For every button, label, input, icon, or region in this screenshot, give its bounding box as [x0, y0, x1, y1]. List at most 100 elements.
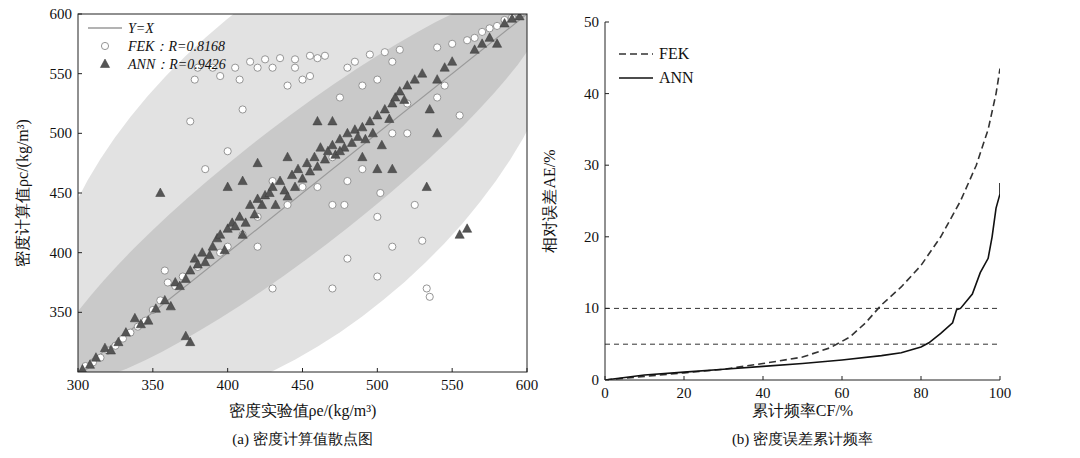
x-tick-label: 40 — [756, 385, 771, 401]
scatter-point — [144, 316, 153, 325]
scatter-point — [193, 260, 202, 269]
scatter-point — [293, 164, 302, 173]
scatter-point — [291, 64, 298, 71]
scatter-point — [440, 63, 449, 71]
scatter-point — [160, 295, 169, 304]
y-tick — [78, 193, 82, 194]
scatter-point — [485, 33, 494, 42]
x-tick-label: 60 — [835, 385, 850, 401]
panel-1: 02040608010001020304050累计频率CF/%相对误差AE/%(… — [541, 14, 1011, 448]
y-tick-label: 20 — [584, 229, 599, 245]
scatter-point — [166, 301, 175, 310]
y-axis-label: 相对误差AE/% — [541, 149, 558, 252]
y-tick — [78, 73, 82, 74]
scatter-point — [198, 248, 207, 256]
y-tick — [605, 22, 609, 23]
reference-line — [605, 308, 1000, 309]
y-tick-label: 550 — [50, 66, 73, 82]
scatter-point — [479, 28, 486, 35]
x-tick-label: 500 — [366, 377, 389, 393]
scatter-point — [344, 64, 351, 71]
scatter-point — [441, 82, 448, 89]
panel-title: (b) 密度误差累计频率 — [732, 431, 873, 448]
legend-label: FEK — [659, 45, 690, 62]
legend-swatch — [101, 42, 108, 49]
scatter-point — [423, 285, 430, 292]
y-tick — [78, 14, 82, 15]
scatter-point — [232, 64, 239, 71]
x-axis-label: 累计频率CF/% — [752, 402, 853, 419]
scatter-point — [358, 122, 367, 131]
scatter-point — [254, 64, 261, 71]
scatter-point — [507, 14, 516, 22]
x-tick — [227, 368, 228, 372]
scatter-point — [389, 243, 396, 250]
scatter-point — [425, 104, 434, 113]
scatter-point — [419, 237, 426, 244]
scatter-point — [395, 87, 404, 96]
scatter-point — [374, 76, 381, 83]
scatter-point — [434, 44, 441, 51]
scatter-point — [239, 106, 246, 113]
scatter-point — [449, 40, 456, 47]
y-tick-label: 40 — [584, 86, 599, 102]
scatter-point — [208, 242, 217, 251]
plot-frame — [78, 14, 527, 372]
scatter-point — [238, 176, 247, 185]
y-tick-label: 30 — [584, 157, 599, 173]
legend-label: FEK：R=0.8168 — [127, 39, 225, 54]
scatter-point — [344, 177, 351, 184]
y-tick-label: 450 — [50, 185, 73, 201]
scatter-point — [241, 218, 250, 227]
scatter-point — [455, 230, 464, 239]
scatter-point — [223, 182, 232, 191]
scatter-point — [302, 158, 311, 167]
y-tick — [78, 252, 82, 253]
scatter-point — [396, 46, 403, 53]
scatter-point — [380, 104, 389, 113]
scatter-point — [471, 34, 478, 41]
scatter-point — [257, 200, 266, 209]
x-tick — [377, 368, 378, 372]
x-tick-label: 600 — [516, 377, 539, 393]
x-tick — [302, 368, 303, 372]
x-tick — [605, 376, 606, 380]
y-axis-label: 密度计算值ρc/(kg/m³) — [14, 119, 32, 267]
x-tick-label: 450 — [291, 377, 314, 393]
scatter-point — [448, 57, 457, 65]
scatter-point — [329, 201, 336, 208]
scatter-point — [434, 94, 441, 101]
scatter-point — [161, 267, 168, 274]
panel-0: 300350400450500550600350400450500550600密… — [14, 0, 562, 448]
x-axis-line — [605, 380, 1000, 381]
scatter-point — [366, 51, 373, 58]
scatter-point — [220, 245, 229, 254]
scatter-point — [389, 58, 396, 65]
scatter-point — [400, 95, 409, 104]
scatter-point — [404, 130, 411, 137]
y-tick-label: 400 — [50, 245, 73, 261]
x-tick-label: 350 — [142, 377, 165, 393]
scatter-point — [290, 182, 299, 191]
scatter-point — [224, 148, 231, 155]
x-tick-label: 100 — [989, 385, 1012, 401]
scatter-point — [246, 200, 255, 209]
scatter-point — [247, 58, 254, 65]
scatter-point — [191, 76, 198, 83]
scatter-point — [253, 158, 262, 167]
y-tick — [605, 308, 609, 309]
scatter-point — [328, 140, 337, 149]
scatter-point — [433, 128, 442, 137]
scatter-point — [314, 55, 321, 62]
scatter-point — [130, 313, 139, 322]
scatter-point — [275, 176, 284, 185]
x-tick-label: 550 — [441, 377, 464, 393]
scatter-point — [250, 209, 259, 218]
scatter-point — [269, 64, 276, 71]
scatter-point — [389, 130, 396, 137]
legend-label: ANN：R=0.9426 — [127, 57, 226, 72]
x-tick — [842, 376, 843, 380]
scatter-point — [114, 337, 123, 346]
scatter-point — [231, 221, 240, 230]
y-tick — [78, 133, 82, 134]
